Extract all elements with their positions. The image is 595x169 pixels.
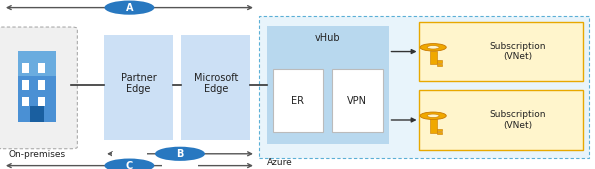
Circle shape: [420, 112, 446, 119]
FancyBboxPatch shape: [112, 152, 148, 169]
Circle shape: [105, 159, 155, 169]
FancyBboxPatch shape: [38, 80, 45, 90]
FancyBboxPatch shape: [273, 69, 323, 132]
FancyBboxPatch shape: [437, 60, 442, 63]
FancyBboxPatch shape: [430, 119, 437, 133]
FancyBboxPatch shape: [430, 51, 437, 64]
FancyBboxPatch shape: [38, 97, 45, 106]
FancyBboxPatch shape: [38, 63, 45, 73]
Circle shape: [427, 46, 439, 49]
FancyBboxPatch shape: [437, 129, 442, 131]
FancyBboxPatch shape: [419, 22, 583, 81]
FancyBboxPatch shape: [104, 35, 173, 140]
Text: A: A: [126, 3, 133, 13]
FancyBboxPatch shape: [437, 132, 442, 134]
Text: Microsoft
Edge: Microsoft Edge: [194, 73, 238, 94]
FancyBboxPatch shape: [22, 80, 29, 90]
FancyBboxPatch shape: [112, 0, 148, 21]
FancyBboxPatch shape: [437, 64, 442, 66]
Text: Subscription
(VNet): Subscription (VNet): [490, 110, 546, 130]
Text: VPN: VPN: [347, 95, 367, 106]
FancyBboxPatch shape: [22, 97, 29, 106]
FancyBboxPatch shape: [181, 35, 250, 140]
FancyBboxPatch shape: [267, 26, 389, 144]
Text: Azure: Azure: [267, 158, 292, 167]
Circle shape: [427, 114, 439, 117]
Circle shape: [105, 1, 155, 15]
Circle shape: [420, 44, 446, 51]
Text: ER: ER: [291, 95, 304, 106]
FancyBboxPatch shape: [30, 106, 44, 122]
Text: Subscription
(VNet): Subscription (VNet): [490, 42, 546, 61]
FancyBboxPatch shape: [22, 63, 29, 73]
Text: Partner
Edge: Partner Edge: [121, 73, 156, 94]
FancyBboxPatch shape: [18, 51, 56, 122]
Circle shape: [155, 147, 205, 161]
FancyBboxPatch shape: [419, 90, 583, 150]
FancyBboxPatch shape: [0, 27, 77, 149]
FancyBboxPatch shape: [162, 140, 198, 167]
FancyBboxPatch shape: [18, 51, 56, 76]
Text: B: B: [176, 149, 184, 159]
Text: vHub: vHub: [314, 33, 340, 43]
FancyBboxPatch shape: [332, 69, 383, 132]
Text: C: C: [126, 161, 133, 169]
Text: On-premises: On-premises: [8, 150, 65, 159]
FancyBboxPatch shape: [259, 16, 589, 158]
